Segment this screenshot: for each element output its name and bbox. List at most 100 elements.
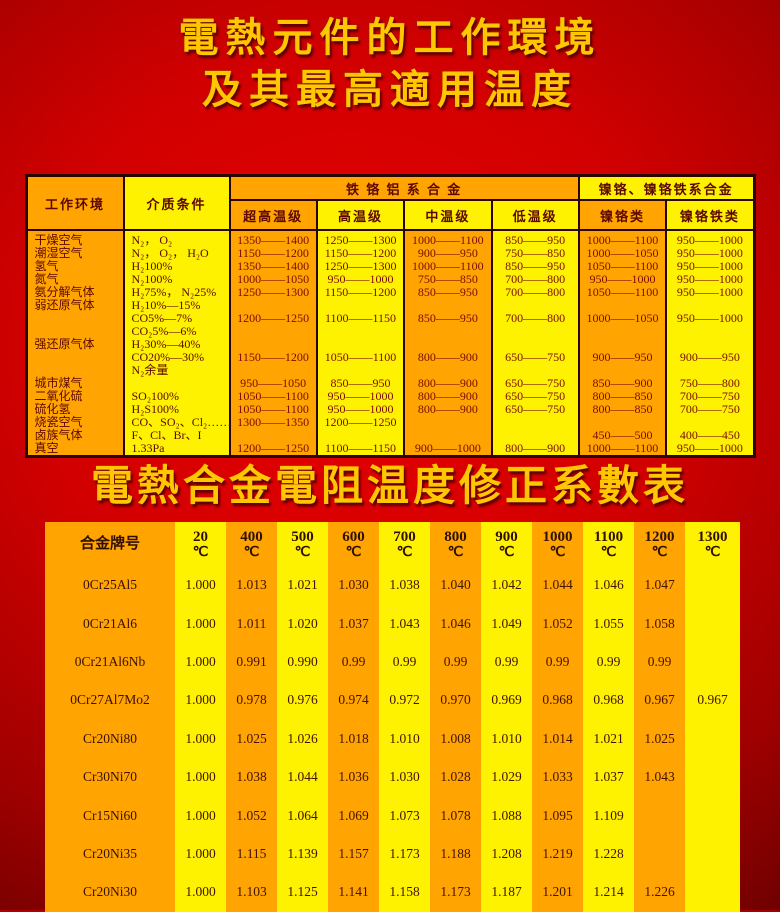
env-table-cell: 850——950 [505,259,566,273]
coef-table-value-cell: 1.046 [593,577,624,593]
env-table-cell: 900——950 [679,350,740,364]
env-table-cell: 1250——1300 [324,233,397,247]
coef-table-value-cell: 1.139 [287,845,318,861]
env-table-cell: 氨分解气体 [34,285,95,299]
env-table-cell: 1000——1100 [412,259,484,273]
env-table-cell: 950——1000 [676,259,743,273]
env-table-cell: SO₂100% [131,389,180,403]
env-table-cell: 1200——1250 [237,441,310,455]
env-table-cell: CO20%—30% [131,350,205,364]
env-table-cell: 1000——1100 [586,441,659,455]
coef-table-value-cell: 1.030 [338,577,369,593]
coef-table-value-cell: 1.103 [236,884,267,900]
env-table-cell: 650——750 [505,350,566,364]
coef-table-value-cell: 1.043 [389,615,420,631]
coef-table-value-cell: 1.214 [593,884,624,900]
env-table-cell: 850——950 [505,233,566,247]
env-table-cell: CO5%—7% [131,311,193,325]
env-table-cell: 800——900 [417,376,478,390]
coef-table-value-cell [685,604,740,642]
coef-table-value-cell: 1.115 [236,845,267,861]
env-table-cell: 950——1000 [327,402,394,416]
env-table-cell: 900——950 [417,246,478,260]
coef-table-alloy-name: Cr20Ni80 [83,730,137,746]
env-table-cell: 硫化氢 [34,402,71,416]
coef-table-value-cell: 0.99 [494,653,519,669]
coef-table-header-cell: 400 ℃ [240,528,263,560]
env-table-cell: 650——750 [505,389,566,403]
env-table-column: 1000——1100 900——950 1000——1100 750——850 850—… [404,230,492,456]
coef-table-value-cell: 1.188 [440,845,471,861]
coef-table-value-cell: 1.000 [185,653,216,669]
coef-table-temp-column: 1100 ℃ 1.046 1.055 0.99 0.968 1.021 1.037 1.109 1… [583,522,634,912]
coef-table-value-cell: 1.000 [185,730,216,746]
env-table-header-nicr-group: 镍铬、镍铬铁系合金 [578,176,754,200]
coef-table-value-cell: 1.038 [236,769,267,785]
coef-table-value-cell: 1.038 [389,577,420,593]
coef-table-value-cell: 0.99 [647,653,672,669]
coef-table-value-cell: 1.049 [491,615,522,631]
env-table-subheader-low: 低温级 [491,200,579,230]
coef-table-value-cell: 1.021 [287,577,318,593]
env-table-header-fecral-group: 铁 铬 铝 系 合 金 [229,176,579,200]
coef-table-value-cell: 1.226 [644,884,675,900]
env-table-cell: 1050——1100 [324,350,397,364]
env-table-cell: 950——1000 [327,389,394,403]
coef-table-value-cell: 0.99 [341,653,366,669]
coef-table-temp-column: 1000 ℃ 1.044 1.052 0.99 0.968 1.014 1.033 1.095 1… [532,522,583,912]
coef-table-temp-column: 20 ℃ 1.000 1.000 1.000 1.000 1.000 1.000 1.000 1.… [175,522,226,912]
coef-table-value-cell: 1.018 [338,730,369,746]
env-table-cell: F、Cl、Br、I [131,428,202,442]
coef-table-value-cell: 0.968 [593,692,624,708]
env-table-cell: 950——1000 [327,272,394,286]
env-table-cell: 750——850 [505,246,566,260]
coef-table-value-cell: 1.037 [593,769,624,785]
coef-table-header-cell: 600 ℃ [342,528,365,560]
coef-table-value-cell: 1.036 [338,769,369,785]
coef-table-value-cell: 0.99 [443,653,468,669]
coef-table-value-cell: 0.970 [440,692,471,708]
coef-table-value-cell: 1.158 [389,884,420,900]
coef-table-alloy-name: 0Cr25Al5 [83,577,137,593]
env-table-cell: H₂10%—15% [131,298,201,312]
env-table-cell: 1000——1100 [586,233,659,247]
coef-table-value-cell [685,796,740,834]
coef-table-header-cell: 20 ℃ [192,528,209,560]
coef-table-header-cell: 合金牌号 [79,536,140,552]
env-table-cell: 950——1050 [240,376,307,390]
coef-table-value-cell: 1.020 [287,615,318,631]
coef-table-value-cell [634,835,685,873]
coef-table-value-cell: 1.069 [338,807,369,823]
env-table-cell: 1050——1100 [237,402,309,416]
env-table-cell: H₂30%—40% [131,337,201,351]
coef-table-value-cell: 1.029 [491,769,522,785]
env-table-subheader-nicr: 镍铬类 [578,200,667,230]
env-table: 工作环境 介质条件 铁 铬 铝 系 合 金 镍铬、镍铬铁系合金 超高温级 高温级… [24,174,756,458]
coef-table-value-cell: 1.000 [185,577,216,593]
env-table-cell: 800——850 [592,389,653,403]
env-table-cell: 850——950 [417,311,478,325]
coef-table-header-cell: 1100 ℃ [593,528,624,560]
coef-table-value-cell: 0.99 [392,653,417,669]
coef-table-value-cell: 1.033 [542,769,573,785]
coef-table-alloy-name: Cr20Ni30 [83,884,137,900]
coef-table-value-cell: 1.052 [236,807,267,823]
env-table-cell: 1100——1150 [324,311,397,325]
coef-table-value-cell [634,796,685,834]
env-table-cell: 1000——1100 [412,233,484,247]
coef-table-temp-column: 800 ℃ 1.040 1.046 0.99 0.970 1.008 1.028 1.078 1.… [430,522,481,912]
coef-table-value-cell: 0.978 [236,692,267,708]
coef-table-name-column: 合金牌号 0Cr25Al5 0Cr21Al6 0Cr21Al6Nb 0Cr27Al7Mo… [45,522,175,912]
coef-table-value-cell: 1.173 [389,845,420,861]
coef-table-value-cell: 1.228 [593,845,624,861]
env-table-cell [28,312,123,325]
coef-table-value-cell: 1.173 [440,884,471,900]
coef-table-value-cell: 1.000 [185,692,216,708]
env-table-cell: 1150——1200 [324,285,397,299]
env-table-cell: 800——900 [417,350,478,364]
env-table-cell: 氮气 [34,272,59,286]
env-table-column: 950——1000 950——1000 950——1000 950——1000 950—… [666,230,754,456]
env-table-cell: 1100——1150 [324,441,397,455]
env-table-cell: 1000——1050 [586,311,659,325]
